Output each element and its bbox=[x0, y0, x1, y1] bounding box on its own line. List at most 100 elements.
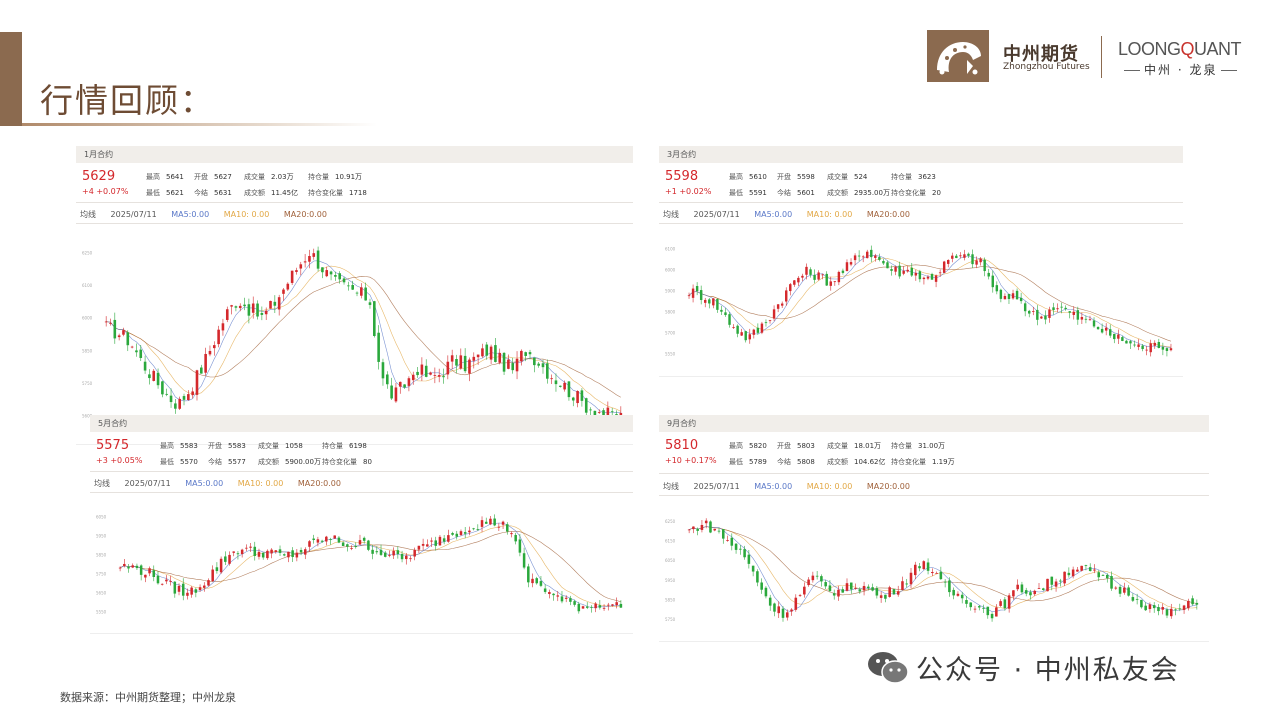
quote-amount: 成交额 2935.00万 bbox=[827, 189, 890, 197]
candle bbox=[871, 583, 874, 592]
y-tick-label: 6050 bbox=[96, 515, 107, 520]
price-change: +10 +0.17% bbox=[665, 456, 717, 465]
candle bbox=[1110, 571, 1113, 591]
price-change: +4 +0.07% bbox=[82, 187, 129, 196]
candle bbox=[1060, 302, 1063, 314]
candle bbox=[1019, 292, 1023, 304]
candle bbox=[1024, 587, 1028, 597]
candle bbox=[1016, 579, 1019, 592]
candle bbox=[511, 357, 515, 374]
candle bbox=[736, 324, 739, 338]
candle bbox=[1080, 565, 1083, 572]
candle bbox=[760, 321, 764, 335]
candle bbox=[383, 550, 387, 558]
candle bbox=[926, 274, 930, 281]
candle bbox=[967, 252, 970, 258]
candle bbox=[594, 602, 597, 613]
candle bbox=[329, 270, 333, 281]
candle bbox=[1064, 305, 1067, 311]
candle bbox=[485, 342, 489, 360]
candle bbox=[828, 580, 832, 593]
candle bbox=[990, 612, 994, 622]
y-tick-label: 5900 bbox=[665, 289, 676, 294]
quote-settle: 今结 5577 bbox=[208, 458, 246, 466]
candle bbox=[573, 599, 576, 607]
candle bbox=[820, 574, 823, 587]
candle bbox=[726, 535, 729, 542]
candle bbox=[1067, 567, 1071, 578]
candle bbox=[215, 562, 219, 574]
candle bbox=[948, 577, 951, 597]
candle bbox=[468, 357, 471, 382]
candle bbox=[687, 292, 691, 299]
y-tick-label: 6100 bbox=[82, 283, 93, 288]
candle bbox=[143, 355, 147, 374]
candle bbox=[845, 259, 849, 272]
quote-low: 最低 5591 bbox=[729, 189, 767, 197]
candle bbox=[853, 253, 857, 266]
quote-high: 最高 5610 bbox=[729, 173, 767, 181]
candle bbox=[888, 585, 891, 598]
candle bbox=[514, 532, 517, 545]
candle bbox=[1127, 585, 1130, 597]
candle bbox=[463, 526, 467, 539]
candle bbox=[409, 555, 412, 562]
candle bbox=[969, 602, 973, 611]
candle bbox=[914, 269, 918, 281]
candle bbox=[232, 551, 235, 557]
price-change: +1 +0.02% bbox=[665, 187, 712, 196]
candle bbox=[1012, 590, 1015, 600]
candle bbox=[938, 269, 942, 277]
candle bbox=[1088, 315, 1092, 321]
candle bbox=[360, 283, 363, 299]
candle bbox=[325, 266, 329, 278]
quote-oi-change: 持仓变化量 1.19万 bbox=[891, 458, 955, 466]
candle bbox=[959, 252, 962, 259]
candle bbox=[1152, 602, 1156, 613]
quote-open-interest: 持仓量 6198 bbox=[322, 442, 367, 450]
candle bbox=[987, 268, 990, 280]
candle bbox=[351, 280, 354, 290]
candle bbox=[1104, 323, 1108, 336]
candle bbox=[580, 388, 584, 407]
candle bbox=[700, 520, 704, 533]
last-price: 5575 bbox=[96, 438, 130, 453]
candle bbox=[403, 384, 406, 389]
candle bbox=[527, 563, 530, 588]
candle bbox=[451, 531, 454, 536]
candle bbox=[316, 246, 320, 272]
candle bbox=[986, 606, 990, 619]
candle bbox=[368, 298, 372, 309]
candle bbox=[909, 567, 913, 589]
candle bbox=[862, 581, 866, 596]
candle bbox=[756, 569, 759, 587]
candle bbox=[476, 354, 480, 365]
candle bbox=[424, 359, 428, 378]
candle bbox=[282, 287, 285, 301]
candle bbox=[1007, 593, 1011, 613]
candle bbox=[563, 380, 566, 392]
candle bbox=[501, 520, 505, 530]
candle bbox=[965, 596, 968, 608]
contract-name: 3月合约 bbox=[659, 146, 1183, 163]
candle bbox=[785, 609, 789, 621]
candle bbox=[442, 535, 446, 545]
logo-divider bbox=[1101, 36, 1102, 78]
candle bbox=[983, 257, 986, 277]
candle bbox=[388, 550, 391, 558]
candle bbox=[764, 319, 768, 327]
candle bbox=[139, 345, 143, 362]
candle bbox=[1182, 604, 1186, 614]
candle bbox=[1015, 288, 1019, 300]
candle bbox=[325, 535, 328, 546]
quote-low: 最低 5789 bbox=[729, 458, 767, 466]
y-tick-label: 5750 bbox=[665, 617, 676, 622]
ma-legend: 均线 2025/07/11 MA5:0.00 MA10: 0.00 MA20:0… bbox=[663, 209, 922, 220]
page-title: 行情回顾： bbox=[40, 81, 215, 120]
candle bbox=[709, 520, 712, 534]
ma5-line bbox=[688, 254, 1172, 349]
candle bbox=[270, 548, 273, 559]
quote-amount: 成交额 104.62亿 bbox=[827, 458, 886, 466]
candle bbox=[123, 559, 126, 568]
candle bbox=[411, 371, 415, 385]
